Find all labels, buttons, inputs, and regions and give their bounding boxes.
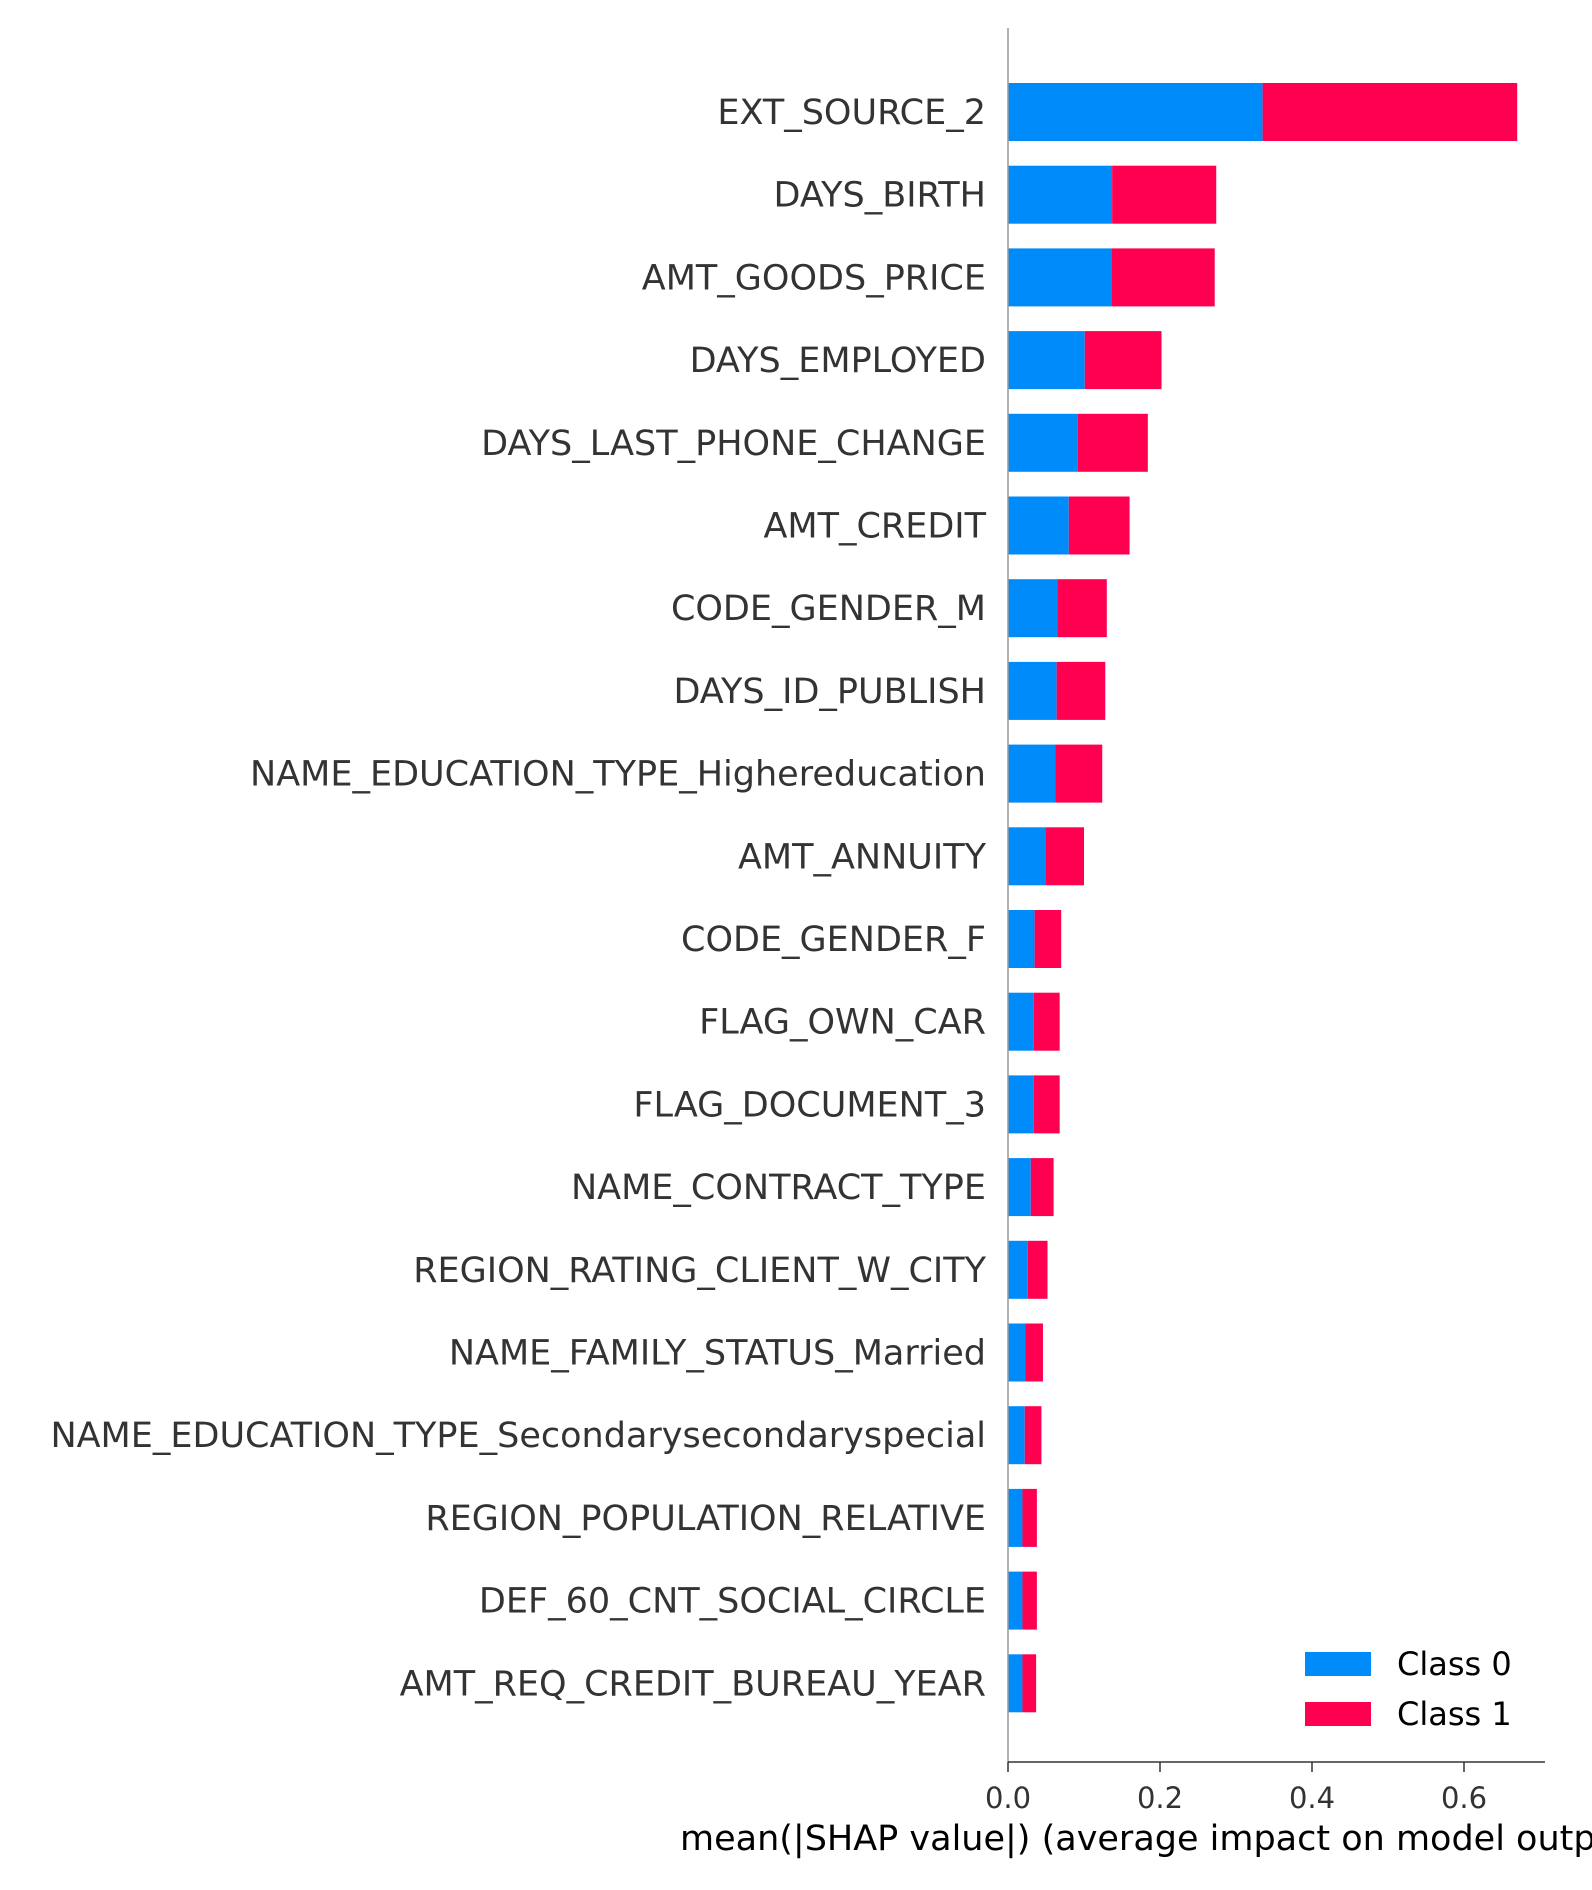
bar-class1-days-last-phone-change bbox=[1077, 413, 1148, 472]
bar-class1-days-id-publish bbox=[1056, 661, 1106, 720]
bar-class0-days-birth bbox=[1008, 165, 1113, 224]
bar-class0-days-last-phone-change bbox=[1008, 413, 1078, 472]
x-axis-ticks: 0.0 0.2 0.4 0.6 bbox=[985, 1762, 1487, 1815]
feature-label: NAME_EDUCATION_TYPE_Secondarysecondarysp… bbox=[50, 1416, 986, 1456]
bar-class0-code-gender-f bbox=[1008, 910, 1035, 968]
legend: Class 0 Class 1 bbox=[1305, 1645, 1512, 1733]
feature-label: DAYS_LAST_PHONE_CHANGE bbox=[481, 424, 986, 464]
bar-class0-name-family-status-married bbox=[1008, 1323, 1026, 1382]
bar-class1-ext-source-2 bbox=[1262, 83, 1518, 141]
feature-label: EXT_SOURCE_2 bbox=[717, 93, 986, 133]
feature-label: DAYS_ID_PUBLISH bbox=[673, 672, 986, 712]
bar-class1-name-family-status-married bbox=[1025, 1323, 1043, 1382]
feature-label: CODE_GENDER_F bbox=[681, 920, 986, 960]
legend-label-1: Class 1 bbox=[1397, 1695, 1512, 1733]
feature-label: NAME_FAMILY_STATUS_Married bbox=[449, 1334, 986, 1374]
x-axis-title: mean(|SHAP value|) (average impact on mo… bbox=[680, 1819, 1592, 1859]
bar-class1-amt-annuity bbox=[1046, 827, 1084, 886]
feature-label: NAME_CONTRACT_TYPE bbox=[571, 1168, 986, 1208]
bar-class1-days-employed bbox=[1084, 331, 1162, 390]
bar-class1-name-education-type-secondarysecondaryspecial bbox=[1024, 1406, 1042, 1465]
feature-labels: EXT_SOURCE_2 DAYS_BIRTH AMT_GOODS_PRICE DAY… bbox=[50, 93, 986, 1704]
bar-class1-amt-credit bbox=[1068, 496, 1130, 555]
feature-label: DAYS_BIRTH bbox=[774, 176, 986, 216]
feature-label: AMT_ANNUITY bbox=[738, 837, 987, 877]
bars-layer bbox=[1008, 83, 1518, 1713]
feature-label: AMT_GOODS_PRICE bbox=[642, 258, 986, 298]
bar-class1-amt-goods-price bbox=[1111, 248, 1215, 307]
feature-label: AMT_CREDIT bbox=[763, 507, 986, 547]
legend-swatch-1 bbox=[1305, 1702, 1371, 1726]
legend-label-0: Class 0 bbox=[1397, 1645, 1512, 1683]
bar-class1-region-rating-client-w-city bbox=[1027, 1240, 1048, 1299]
bar-class0-days-id-publish bbox=[1008, 661, 1057, 720]
bar-class0-region-rating-client-w-city bbox=[1008, 1240, 1028, 1299]
x-tick-label: 0.2 bbox=[1137, 1781, 1183, 1815]
x-tick-label: 0.0 bbox=[985, 1781, 1031, 1815]
bar-class0-flag-document-3 bbox=[1008, 1075, 1034, 1134]
feature-label: CODE_GENDER_M bbox=[671, 589, 986, 629]
feature-label: AMT_REQ_CREDIT_BUREAU_YEAR bbox=[400, 1664, 986, 1704]
bar-class1-flag-own-car bbox=[1033, 992, 1060, 1051]
bar-class0-amt-credit bbox=[1008, 496, 1069, 555]
bar-class1-code-gender-f bbox=[1034, 910, 1062, 968]
bar-class1-name-contract-type bbox=[1030, 1158, 1054, 1217]
feature-label: NAME_EDUCATION_TYPE_Highereducation bbox=[250, 755, 986, 795]
bar-class0-ext-source-2 bbox=[1008, 83, 1263, 141]
bar-class1-name-education-type-highereducation bbox=[1055, 744, 1103, 803]
bar-class1-def-60-cnt-social-circle bbox=[1022, 1571, 1037, 1630]
bar-class0-code-gender-m bbox=[1008, 579, 1058, 638]
feature-label: DEF_60_CNT_SOCIAL_CIRCLE bbox=[479, 1582, 986, 1622]
bar-class0-amt-annuity bbox=[1008, 827, 1046, 886]
feature-label: FLAG_OWN_CAR bbox=[699, 1003, 986, 1043]
feature-label: DAYS_EMPLOYED bbox=[690, 341, 986, 381]
x-tick-label: 0.4 bbox=[1289, 1781, 1335, 1815]
bar-class0-name-contract-type bbox=[1008, 1158, 1031, 1217]
bar-class1-flag-document-3 bbox=[1033, 1075, 1060, 1134]
bar-class0-name-education-type-secondarysecondaryspecial bbox=[1008, 1406, 1025, 1465]
bar-class1-amt-req-credit-bureau-year bbox=[1022, 1654, 1037, 1713]
bar-class0-days-employed bbox=[1008, 331, 1085, 390]
feature-label: FLAG_DOCUMENT_3 bbox=[633, 1085, 986, 1125]
bar-class0-region-population-relative bbox=[1008, 1488, 1023, 1547]
bar-class0-def-60-cnt-social-circle bbox=[1008, 1571, 1023, 1630]
legend-swatch-0 bbox=[1305, 1652, 1371, 1676]
bar-class0-flag-own-car bbox=[1008, 992, 1034, 1051]
bar-class0-amt-goods-price bbox=[1008, 248, 1112, 307]
bar-class0-name-education-type-highereducation bbox=[1008, 744, 1056, 803]
bar-class1-days-birth bbox=[1112, 165, 1217, 224]
x-tick-label: 0.6 bbox=[1441, 1781, 1487, 1815]
feature-label: REGION_POPULATION_RELATIVE bbox=[425, 1499, 986, 1539]
bar-class0-amt-req-credit-bureau-year bbox=[1008, 1654, 1023, 1713]
feature-label: REGION_RATING_CLIENT_W_CITY bbox=[413, 1251, 986, 1291]
bar-class1-region-population-relative bbox=[1022, 1488, 1037, 1547]
bar-class1-code-gender-m bbox=[1057, 579, 1107, 638]
